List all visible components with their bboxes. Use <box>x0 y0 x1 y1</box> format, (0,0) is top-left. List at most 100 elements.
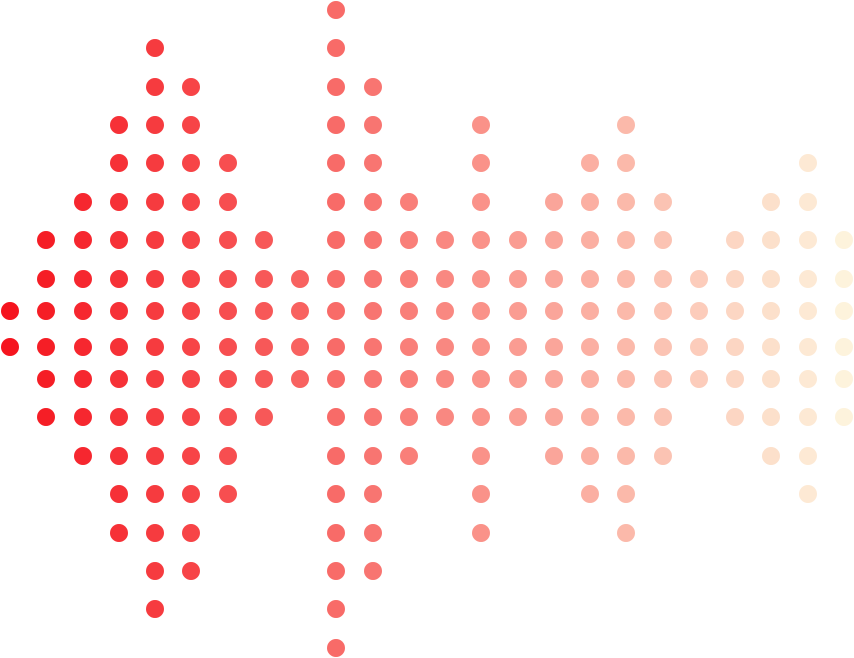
dot <box>291 370 310 388</box>
dot <box>327 639 346 657</box>
dot <box>835 231 853 249</box>
dot <box>726 270 745 288</box>
dot <box>109 231 128 249</box>
dot <box>363 270 382 288</box>
dot <box>508 338 527 356</box>
dot <box>581 408 600 426</box>
dot <box>254 231 273 249</box>
dot <box>472 154 491 172</box>
dot <box>436 231 455 249</box>
dot <box>182 370 201 388</box>
dot <box>182 485 201 503</box>
dot <box>617 116 636 134</box>
dot <box>581 485 600 503</box>
dot <box>726 338 745 356</box>
dot <box>762 370 781 388</box>
dot <box>182 408 201 426</box>
dot <box>798 338 817 356</box>
dot <box>1 338 19 356</box>
dot <box>472 338 491 356</box>
dot <box>37 270 56 288</box>
dot <box>327 231 346 249</box>
dot <box>37 302 56 320</box>
dot <box>254 270 273 288</box>
dot <box>835 338 853 356</box>
dot <box>254 370 273 388</box>
dot <box>109 370 128 388</box>
dot <box>617 270 636 288</box>
dot <box>146 231 165 249</box>
dot <box>617 524 636 542</box>
dot <box>653 370 672 388</box>
dot <box>327 1 346 19</box>
dot <box>436 302 455 320</box>
dot <box>363 302 382 320</box>
dot <box>146 524 165 542</box>
dot <box>109 302 128 320</box>
dot <box>436 338 455 356</box>
dot <box>544 302 563 320</box>
dot <box>109 408 128 426</box>
dot <box>762 302 781 320</box>
dot <box>146 562 165 580</box>
dot <box>363 193 382 211</box>
dot <box>798 485 817 503</box>
dot <box>182 270 201 288</box>
dot <box>109 116 128 134</box>
dot <box>581 338 600 356</box>
dot <box>762 447 781 465</box>
dot <box>436 270 455 288</box>
dot <box>109 447 128 465</box>
dot <box>109 193 128 211</box>
dot <box>472 408 491 426</box>
dot <box>399 370 418 388</box>
dot <box>218 408 237 426</box>
dot <box>399 338 418 356</box>
dot <box>762 270 781 288</box>
dot <box>798 447 817 465</box>
dot <box>363 78 382 96</box>
dot <box>363 408 382 426</box>
dot <box>327 78 346 96</box>
dot <box>798 193 817 211</box>
dot <box>218 154 237 172</box>
dot <box>726 231 745 249</box>
dot <box>617 193 636 211</box>
dot <box>363 116 382 134</box>
dot <box>726 408 745 426</box>
dot <box>617 338 636 356</box>
dot <box>146 338 165 356</box>
dot <box>544 270 563 288</box>
dot <box>73 270 92 288</box>
dot <box>617 408 636 426</box>
dot <box>762 231 781 249</box>
dot <box>653 338 672 356</box>
dot <box>327 485 346 503</box>
dot <box>327 193 346 211</box>
dot <box>37 408 56 426</box>
dot <box>508 270 527 288</box>
dot <box>327 408 346 426</box>
dot <box>798 302 817 320</box>
dot <box>146 408 165 426</box>
dot <box>327 447 346 465</box>
dot <box>798 408 817 426</box>
dot <box>1 302 19 320</box>
dot <box>218 270 237 288</box>
dot <box>762 338 781 356</box>
dot <box>327 562 346 580</box>
dot <box>146 154 165 172</box>
dot <box>146 78 165 96</box>
dot <box>689 302 708 320</box>
dot <box>182 116 201 134</box>
dot <box>291 302 310 320</box>
dot <box>653 408 672 426</box>
dot <box>653 270 672 288</box>
dot <box>146 193 165 211</box>
dot <box>544 231 563 249</box>
dot <box>327 302 346 320</box>
dot <box>617 370 636 388</box>
dot <box>472 370 491 388</box>
dot <box>581 154 600 172</box>
